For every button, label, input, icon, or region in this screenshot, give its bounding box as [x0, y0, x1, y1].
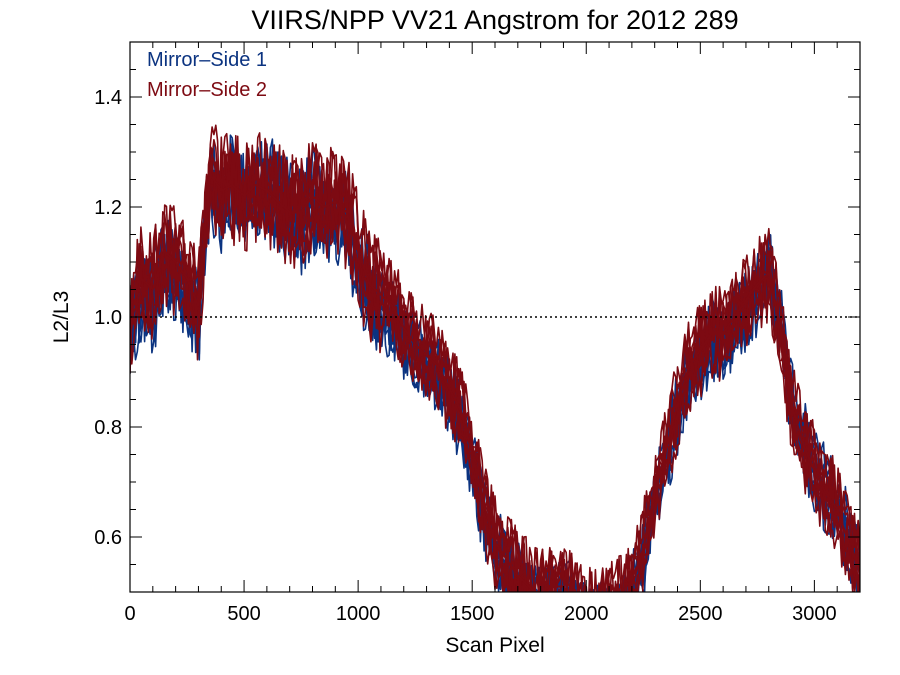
chart-title: VIIRS/NPP VV21 Angstrom for 2012 289	[251, 5, 738, 35]
y-tick-label: 1.4	[94, 87, 122, 109]
x-axis-label: Scan Pixel	[445, 634, 544, 657]
x-tick-label: 500	[227, 603, 260, 625]
y-tick-label: 1.0	[94, 307, 122, 329]
ticks-layer: 0 500 1000 1500 2000 2500 3000 0.6 0.8 1.0 1.2 1.4	[94, 41, 861, 625]
legend: Mirror–Side 1 Mirror–Side 2	[147, 49, 267, 101]
x-tick-label: 2500	[678, 603, 723, 625]
series-trace-2	[130, 132, 860, 592]
x-tick-label: 1000	[336, 603, 381, 625]
series-line-2	[130, 171, 860, 592]
y-tick-label: 1.2	[94, 197, 122, 219]
x-tick-label: 3000	[792, 603, 837, 625]
y-axis-label: L2/L3	[50, 291, 73, 344]
y-tick-label: 0.6	[94, 527, 122, 549]
series-layer	[130, 124, 860, 592]
legend-item-mirror-side-2: Mirror–Side 2	[147, 79, 267, 101]
y-tick-label: 0.8	[94, 417, 122, 439]
series-trace-2	[130, 137, 860, 592]
x-tick-label: 1500	[450, 603, 495, 625]
x-tick-label: 2000	[564, 603, 609, 625]
legend-item-mirror-side-1: Mirror–Side 1	[147, 49, 267, 71]
x-tick-label: 0	[124, 603, 135, 625]
